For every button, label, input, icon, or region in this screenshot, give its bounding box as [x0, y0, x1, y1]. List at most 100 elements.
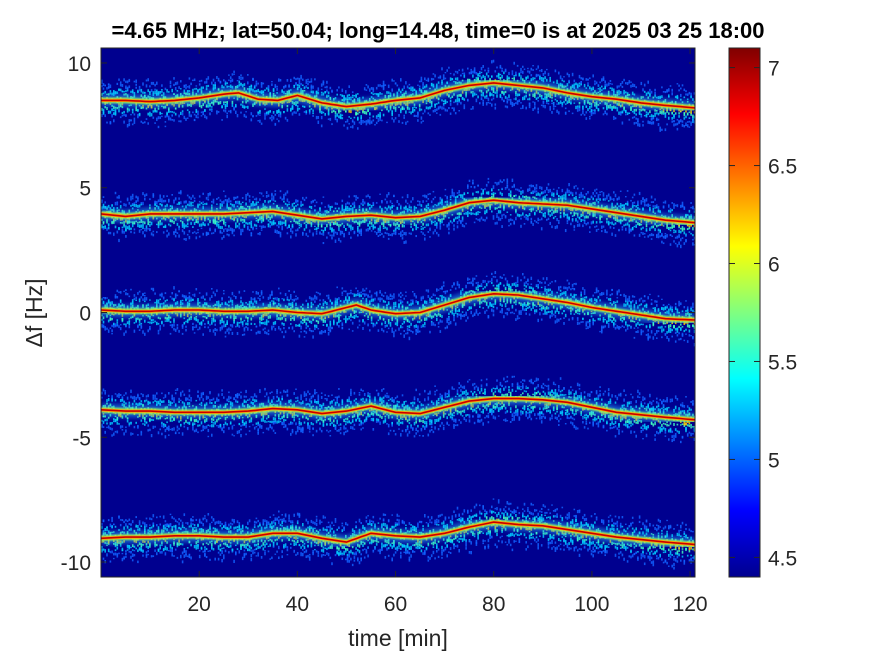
speckle-point [401, 196, 404, 199]
speckle-point [589, 102, 591, 105]
speckle-point [123, 203, 125, 207]
speckle-point [113, 221, 115, 224]
speckle-point [609, 87, 612, 89]
speckle-point [535, 193, 538, 197]
speckle-point [197, 229, 199, 231]
speckle-point [274, 122, 277, 125]
speckle-point [537, 107, 539, 111]
speckle-point [446, 69, 448, 72]
speckle-point [511, 104, 514, 107]
speckle-point [532, 190, 534, 194]
speckle-point [552, 193, 555, 198]
speckle-point [692, 242, 694, 246]
speckle-point [590, 108, 593, 112]
speckle-point [322, 196, 325, 198]
speckle-point [101, 200, 103, 204]
speckle-point [412, 89, 414, 92]
speckle-point [487, 177, 490, 180]
speckle-point [650, 225, 653, 229]
speckle-point [564, 103, 567, 105]
speckle-point [410, 206, 412, 209]
speckle-point [137, 223, 139, 228]
speckle-point [451, 191, 454, 195]
speckle-point [353, 231, 356, 235]
speckle-point [573, 79, 576, 83]
speckle-point [424, 109, 426, 113]
speckle-point [296, 228, 299, 232]
speckle-point [681, 123, 684, 126]
speckle-point [453, 227, 455, 231]
speckle-point [432, 109, 435, 113]
speckle-point [656, 234, 658, 239]
speckle-point [302, 203, 304, 206]
speckle-point [587, 101, 589, 104]
speckle-point [320, 83, 323, 87]
speckle-point [681, 204, 684, 208]
speckle-point [365, 195, 368, 198]
speckle-point [279, 190, 282, 193]
speckle-point [515, 102, 517, 105]
speckle-point [480, 93, 483, 97]
speckle-point [652, 201, 655, 204]
speckle-point [362, 96, 364, 99]
speckle-point [640, 223, 643, 226]
speckle-point [188, 235, 191, 240]
speckle-point [621, 121, 624, 125]
speckle-point [580, 77, 582, 80]
speckle-point [238, 222, 241, 226]
speckle-point [223, 221, 225, 225]
speckle-point [594, 194, 596, 197]
speckle-point [645, 114, 648, 118]
speckle-point [633, 193, 636, 196]
speckle-point [662, 111, 665, 114]
speckle-point [642, 198, 644, 201]
speckle-point [300, 77, 302, 80]
speckle-point [547, 189, 550, 192]
speckle-point [692, 238, 694, 241]
speckle-point [133, 120, 136, 124]
speckle-point [252, 88, 254, 92]
speckle-point [291, 230, 294, 234]
speckle-point [680, 238, 682, 242]
speckle-point [138, 88, 141, 92]
speckle-point [248, 195, 251, 198]
speckle-point [125, 80, 127, 83]
speckle-point [369, 207, 371, 209]
speckle-point [125, 325, 127, 328]
speckle-point [169, 117, 172, 121]
speckle-point [669, 229, 672, 232]
speckle-point [162, 231, 165, 234]
speckle-point [319, 109, 321, 112]
speckle-point [329, 226, 332, 230]
speckle-point [619, 221, 622, 225]
speckle-point [499, 179, 502, 183]
speckle-point [649, 121, 651, 125]
speckle-point [525, 214, 527, 217]
speckle-point [527, 67, 529, 70]
speckle-point [631, 91, 634, 95]
speckle-point [281, 89, 283, 93]
speckle-point [125, 90, 127, 93]
speckle-point [671, 92, 673, 96]
speckle-point [272, 89, 275, 93]
speckle-point [322, 92, 325, 96]
speckle-point [205, 196, 208, 200]
speckle-point [236, 98, 239, 101]
speckle-point [485, 183, 488, 187]
speckle-point [621, 85, 624, 88]
speckle-point [353, 95, 356, 97]
speckle-point [504, 215, 507, 218]
speckle-point [594, 83, 596, 86]
speckle-point [193, 231, 196, 233]
speckle-point [542, 101, 545, 104]
speckle-point [662, 113, 665, 115]
speckle-point [278, 113, 280, 117]
speckle-point [224, 82, 227, 86]
speckle-point [540, 217, 543, 221]
speckle-point [515, 194, 517, 197]
speckle-point [413, 115, 416, 117]
speckle-point [614, 217, 617, 222]
speckle-point [250, 224, 253, 229]
speckle-point [680, 244, 682, 249]
speckle-point [250, 232, 253, 237]
